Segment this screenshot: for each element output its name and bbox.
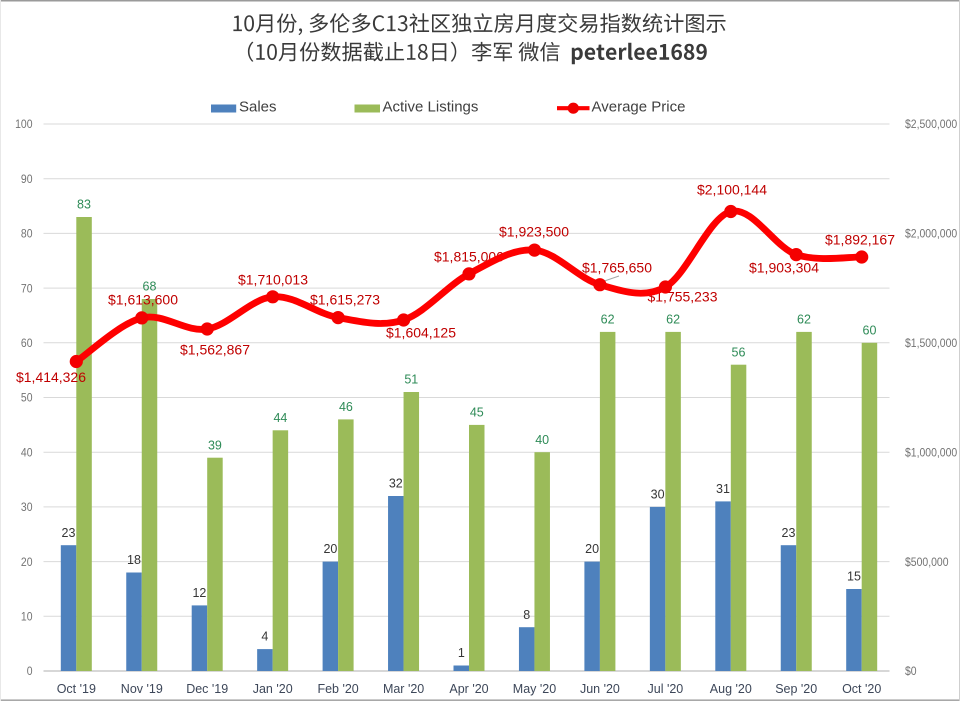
svg-text:60: 60 (863, 323, 877, 337)
svg-text:70: 70 (21, 283, 33, 295)
svg-text:$1,923,500: $1,923,500 (499, 224, 569, 239)
svg-text:15: 15 (847, 570, 861, 584)
svg-text:Oct '19: Oct '19 (57, 682, 96, 696)
svg-text:Sales: Sales (239, 99, 277, 116)
svg-text:51: 51 (404, 373, 418, 387)
svg-text:$1,615,273: $1,615,273 (310, 292, 380, 307)
svg-text:30: 30 (21, 502, 33, 514)
svg-text:50: 50 (21, 393, 33, 405)
svg-text:40: 40 (21, 447, 33, 459)
svg-text:23: 23 (62, 526, 76, 540)
svg-text:Aug '20: Aug '20 (710, 682, 752, 696)
svg-text:46: 46 (339, 400, 353, 414)
svg-text:$1,414,326: $1,414,326 (16, 370, 86, 385)
svg-text:68: 68 (143, 280, 157, 294)
svg-text:Jun '20: Jun '20 (580, 682, 620, 696)
svg-text:Sep '20: Sep '20 (775, 682, 817, 696)
svg-text:20: 20 (21, 557, 33, 569)
svg-text:Jan '20: Jan '20 (253, 682, 293, 696)
svg-text:$1,500,000: $1,500,000 (905, 338, 957, 350)
svg-text:45: 45 (470, 406, 484, 420)
svg-text:Oct '20: Oct '20 (842, 682, 881, 696)
svg-text:12: 12 (192, 586, 206, 600)
svg-text:20: 20 (323, 542, 337, 556)
svg-text:Jul '20: Jul '20 (648, 682, 684, 696)
svg-text:39: 39 (208, 438, 222, 452)
svg-text:$0: $0 (905, 666, 917, 678)
svg-text:$1,903,304: $1,903,304 (749, 260, 819, 275)
svg-text:Nov '19: Nov '19 (121, 682, 163, 696)
svg-text:May '20: May '20 (513, 682, 556, 696)
svg-text:62: 62 (666, 313, 680, 327)
svg-text:$1,562,867: $1,562,867 (180, 342, 250, 357)
svg-text:60: 60 (21, 338, 33, 350)
svg-text:Mar '20: Mar '20 (383, 682, 424, 696)
svg-text:83: 83 (77, 198, 91, 212)
svg-text:80: 80 (21, 229, 33, 241)
svg-text:1: 1 (458, 646, 465, 660)
svg-text:18: 18 (127, 553, 141, 567)
svg-text:Average Price: Average Price (592, 99, 686, 116)
svg-text:10: 10 (21, 612, 33, 624)
svg-text:100: 100 (15, 119, 32, 131)
svg-text:Feb '20: Feb '20 (317, 682, 358, 696)
svg-text:20: 20 (585, 542, 599, 556)
svg-text:$1,892,167: $1,892,167 (825, 232, 895, 247)
svg-text:40: 40 (535, 433, 549, 447)
svg-text:44: 44 (273, 411, 287, 425)
svg-text:$1,613,600: $1,613,600 (108, 292, 178, 307)
svg-text:$1,765,650: $1,765,650 (582, 260, 652, 275)
svg-text:32: 32 (389, 477, 403, 491)
svg-text:$1,710,013: $1,710,013 (238, 272, 308, 287)
svg-text:23: 23 (782, 526, 796, 540)
svg-text:8: 8 (523, 608, 530, 622)
svg-text:90: 90 (21, 174, 33, 186)
svg-text:30: 30 (651, 488, 665, 502)
svg-text:Dec '19: Dec '19 (186, 682, 228, 696)
svg-text:$500,000: $500,000 (905, 557, 949, 569)
svg-text:4: 4 (261, 630, 268, 644)
svg-text:Active Listings: Active Listings (383, 99, 479, 116)
svg-text:$2,000,000: $2,000,000 (905, 229, 957, 241)
svg-text:$2,100,144: $2,100,144 (697, 182, 767, 197)
svg-text:31: 31 (716, 482, 730, 496)
svg-text:56: 56 (732, 345, 746, 359)
svg-text:$1,000,000: $1,000,000 (905, 447, 957, 459)
svg-text:62: 62 (797, 313, 811, 327)
svg-text:$1,604,125: $1,604,125 (386, 325, 456, 340)
svg-text:Apr '20: Apr '20 (449, 682, 488, 696)
svg-text:$2,500,000: $2,500,000 (905, 119, 957, 131)
svg-text:0: 0 (27, 666, 33, 678)
svg-text:62: 62 (601, 313, 615, 327)
